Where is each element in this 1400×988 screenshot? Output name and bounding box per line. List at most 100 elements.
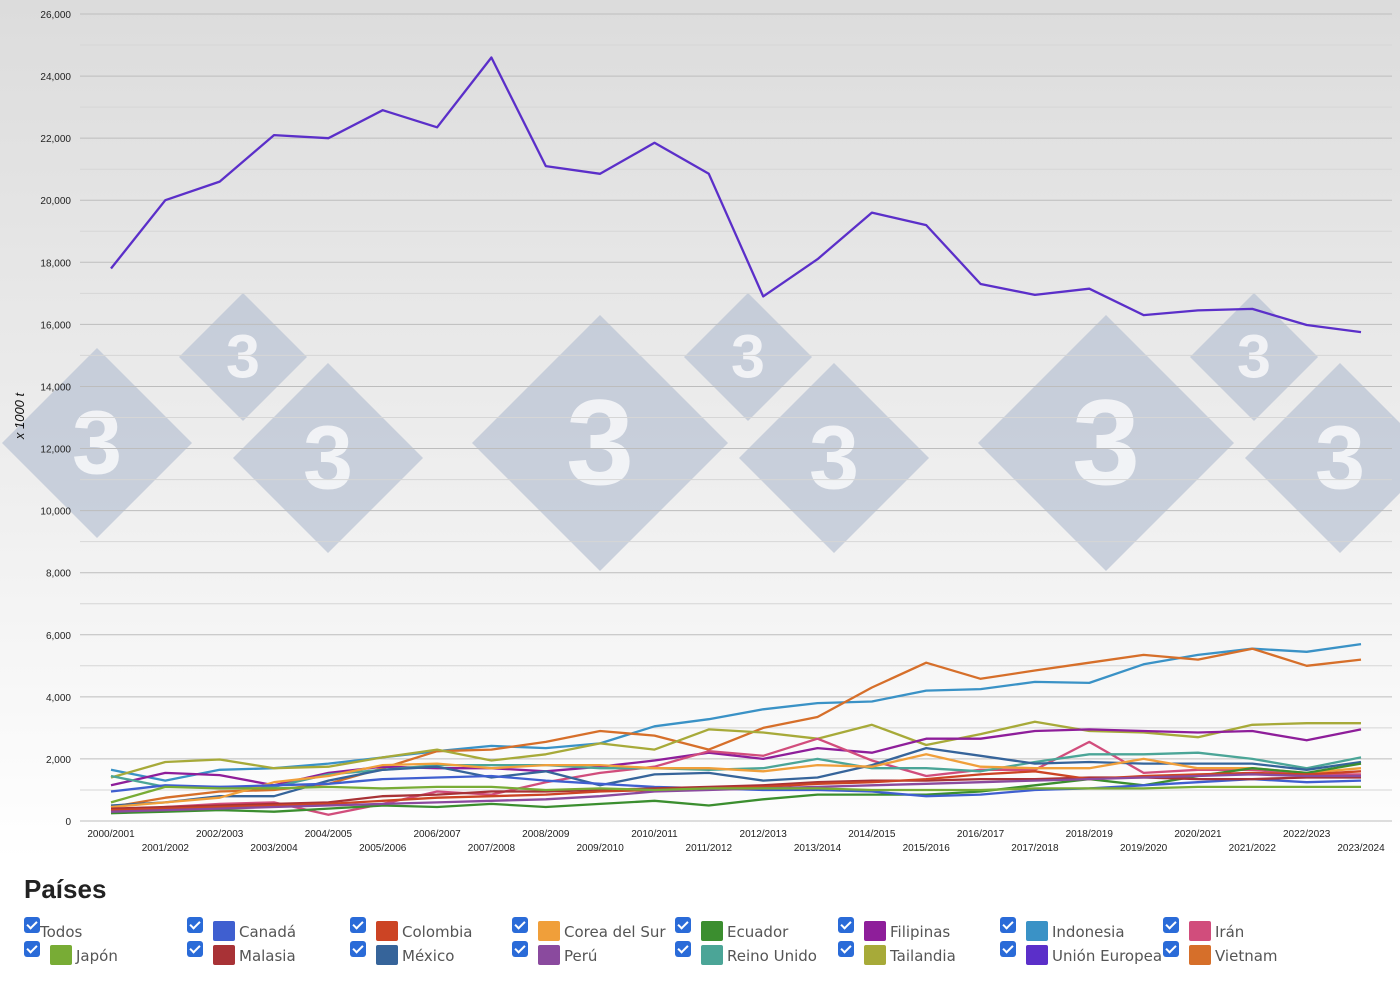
legend-item[interactable]: Corea del Sur (512, 917, 672, 941)
x-tick-label: 2022/2023 (1283, 829, 1331, 840)
legend-item[interactable]: Perú (512, 941, 672, 965)
y-axis-label: x 1000 t (12, 391, 27, 440)
watermark-diamond (233, 363, 423, 553)
y-axis: 0 2,000 4,000 6,000 8,000 10,000 12,000 14,000 1… (40, 10, 71, 828)
legend-checkbox[interactable] (675, 941, 691, 957)
series-line (110, 753, 1362, 809)
legend-item[interactable]: Irán (1163, 917, 1323, 941)
legend-swatch (1026, 945, 1048, 965)
legend-label: México (402, 947, 455, 965)
legend-label: Malasia (239, 947, 296, 965)
watermark-diamond (1245, 363, 1400, 553)
legend-checkbox[interactable] (24, 941, 40, 957)
legend-label: Todos (40, 923, 83, 941)
legend-checkbox[interactable] (1163, 917, 1179, 933)
watermark-text: 3 (1072, 374, 1140, 510)
x-tick-label: 2012/2013 (740, 829, 788, 840)
legend-item[interactable]: Tailandia (838, 941, 998, 965)
y-tick-label: 10,000 (40, 507, 71, 518)
y-tick-label: 2,000 (46, 755, 71, 766)
legend-checkbox[interactable] (675, 917, 691, 933)
x-tick-label: 2001/2002 (142, 843, 190, 854)
x-tick-label: 2009/2010 (576, 843, 624, 854)
legend-checkbox[interactable] (187, 917, 203, 933)
legend-swatch (213, 921, 235, 941)
legend-label: Tailandia (890, 947, 956, 965)
legend-item[interactable]: Todos (24, 917, 184, 941)
y-tick-label: 20,000 (40, 196, 71, 207)
legend-item[interactable]: Indonesia (1000, 917, 1160, 941)
x-tick-label: 2023/2024 (1337, 843, 1385, 854)
watermark-text: 3 (809, 408, 859, 508)
legend-checkbox[interactable] (512, 917, 528, 933)
legend-label: Colombia (402, 923, 473, 941)
x-tick-label: 2016/2017 (957, 829, 1005, 840)
legend-swatch (376, 945, 398, 965)
legend-swatch (213, 945, 235, 965)
x-tick-label: 2018/2019 (1066, 829, 1114, 840)
legend-label: Indonesia (1052, 923, 1125, 941)
legend-swatch (864, 945, 886, 965)
x-tick-label: 2007/2008 (468, 843, 516, 854)
legend: Países Todos Canadá Colombia Corea del Sur E… (0, 868, 1400, 988)
watermark-diamond (739, 363, 929, 553)
legend-checkbox[interactable] (1163, 941, 1179, 957)
legend-item[interactable]: Colombia (350, 917, 510, 941)
watermark-text: 3 (1237, 322, 1271, 390)
x-tick-label: 2006/2007 (413, 829, 461, 840)
y-tick-label: 0 (65, 817, 71, 828)
legend-checkbox[interactable] (1000, 917, 1016, 933)
legend-item[interactable]: Unión Europea (1000, 941, 1163, 965)
watermark-diamond (2, 348, 192, 538)
x-tick-label: 2015/2016 (903, 843, 951, 854)
legend-label: Perú (564, 947, 598, 965)
y-tick-label: 22,000 (40, 134, 71, 145)
grid (80, 13, 1392, 822)
watermark-diamond (1190, 293, 1318, 421)
x-tick-label: 2017/2018 (1011, 843, 1059, 854)
legend-swatch (701, 945, 723, 965)
watermark-text: 3 (72, 393, 122, 493)
legend-item[interactable]: Filipinas (838, 917, 998, 941)
legend-item[interactable]: Ecuador (675, 917, 835, 941)
watermark-diamond (472, 315, 728, 571)
x-tick-label: 2021/2022 (1229, 843, 1277, 854)
watermark-diamond (179, 293, 307, 421)
legend-label: Vietnam (1215, 947, 1278, 965)
y-tick-label: 4,000 (46, 693, 71, 704)
legend-checkbox[interactable] (838, 941, 854, 957)
series-line (110, 56, 1362, 334)
legend-checkbox[interactable] (512, 941, 528, 957)
legend-checkbox[interactable] (1000, 941, 1016, 957)
legend-checkbox[interactable] (187, 941, 203, 957)
x-tick-label: 2003/2004 (250, 843, 298, 854)
legend-checkbox[interactable] (350, 917, 366, 933)
legend-label: Corea del Sur (564, 923, 666, 941)
legend-checkbox[interactable] (838, 917, 854, 933)
legend-swatch (1189, 921, 1211, 941)
legend-label: Filipinas (890, 923, 951, 941)
x-axis: 2000/2001 2001/2002 2002/2003 2003/2004 2004… (87, 829, 1385, 854)
y-tick-label: 18,000 (40, 258, 71, 269)
legend-item[interactable]: Japón (24, 941, 184, 965)
x-tick-label: 2020/2021 (1174, 829, 1222, 840)
y-tick-label: 14,000 (40, 382, 71, 393)
legend-swatch (701, 921, 723, 941)
legend-label: Japón (76, 947, 118, 965)
legend-checkbox[interactable] (350, 941, 366, 957)
legend-item[interactable]: Malasia (187, 941, 347, 965)
legend-label: Unión Europea (1052, 947, 1163, 965)
watermark-diamond (978, 315, 1234, 571)
legend-item[interactable]: Canadá (187, 917, 347, 941)
legend-label: Reino Unido (727, 947, 817, 965)
legend-item[interactable]: Vietnam (1163, 941, 1323, 965)
legend-item[interactable]: Reino Unido (675, 941, 835, 965)
watermark-text: 3 (226, 322, 260, 390)
legend-swatch (1189, 945, 1211, 965)
legend-item[interactable]: México (350, 941, 510, 965)
series-line (110, 785, 1361, 804)
watermark-text: 3 (566, 374, 634, 510)
legend-checkbox[interactable] (24, 917, 40, 933)
series-line (110, 728, 1362, 787)
